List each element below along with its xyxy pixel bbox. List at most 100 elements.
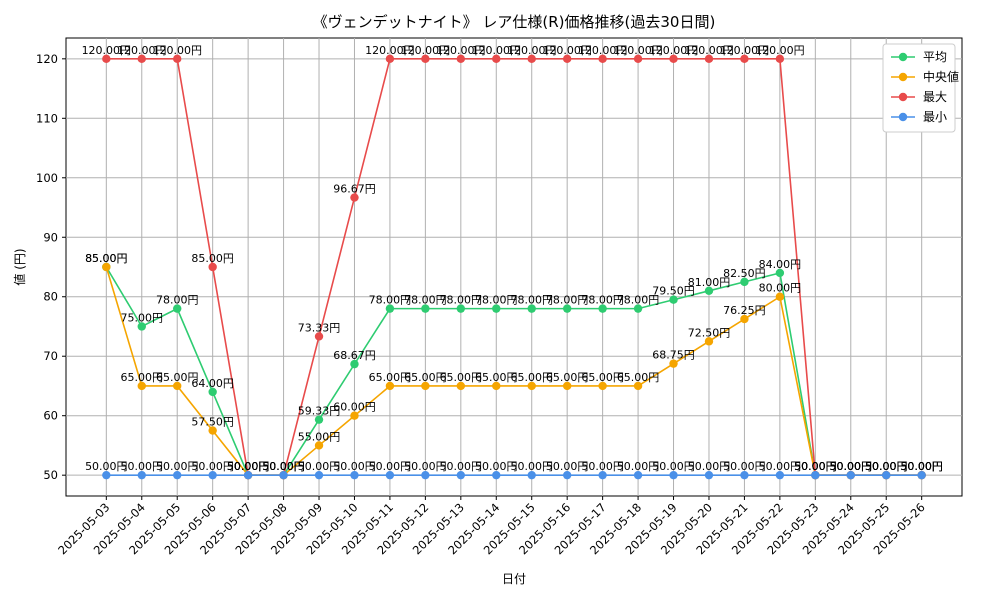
data-label: 50.00円 [723,460,766,473]
legend-item: 最大 [891,90,947,104]
legend-item: 最小 [891,110,947,124]
data-point [598,304,607,313]
data-label: 65.00円 [369,371,412,384]
data-point [137,322,146,331]
data-point [917,470,926,480]
data-label: 85.00円 [191,252,234,265]
data-point [562,304,572,313]
data-point [314,470,324,480]
data-label: 120.00円 [649,44,699,57]
data-label: 78.00円 [156,294,199,307]
legend-item: 平均 [891,50,947,64]
data-point [456,470,466,480]
data-label: 120.00円 [507,44,557,57]
series-2 [102,54,926,480]
data-label: 65.00円 [440,371,483,384]
data-label: 50.00円 [688,460,731,473]
data-label: 120.00円 [117,44,167,57]
data-label: 50.00円 [475,460,518,473]
data-label: 120.00円 [82,44,132,57]
y-tick-label: 50 [43,468,58,482]
data-label: 50.00円 [865,460,908,473]
data-label: 50.00円 [900,460,943,473]
data-label: 50.00円 [156,460,199,473]
legend-marker [898,52,908,62]
data-point [208,262,217,272]
y-tick-label: 60 [43,409,58,423]
data-label: 120.00円 [684,44,734,57]
data-label: 85.00円 [85,252,128,265]
data-point [314,441,324,450]
data-label: 50.00円 [546,460,589,473]
data-label: 68.67円 [333,349,376,362]
data-label: 50.00円 [794,460,837,473]
data-label: 50.00円 [404,460,447,473]
data-point [669,54,678,64]
series-line [106,58,922,476]
data-label: 50.00円 [794,460,837,473]
data-label: 50.00円 [794,460,837,473]
data-point [775,54,785,64]
data-point [173,381,182,391]
data-labels: 85.00円75.00円78.00円64.00円50.00円50.00円59.3… [82,44,943,473]
data-label: 50.00円 [865,460,908,473]
data-point [527,304,536,313]
data-point [456,381,466,391]
data-point [102,262,111,272]
data-point [456,54,466,64]
legend-box [882,43,956,133]
data-label: 82.50円 [723,267,766,280]
data-label: 120.00円 [365,44,415,57]
data-label: 50.00円 [652,460,695,473]
data-label: 78.00円 [546,294,589,307]
data-label: 120.00円 [436,44,486,57]
data-label: 78.00円 [475,294,518,307]
data-point [385,54,395,64]
data-point [704,337,714,346]
data-label: 50.00円 [333,460,376,473]
series-line [105,266,922,476]
data-point [775,268,785,278]
data-point [208,470,217,480]
data-label: 120.00円 [720,44,770,57]
data-label: 50.00円 [900,460,943,473]
chart-title: 《ヴェンデットナイト》 レア仕様(R)価格推移(過去30日間) [313,13,716,31]
data-label: 55.00円 [298,430,341,443]
data-point [208,387,217,397]
data-point [740,470,749,480]
data-point [314,415,324,424]
data-point [492,470,501,480]
data-point [350,359,359,369]
data-label: 120.00円 [578,44,628,57]
data-label: 50.00円 [227,460,270,473]
data-label: 79.50円 [652,285,695,298]
data-label: 65.00円 [510,371,553,384]
data-label: 96.67円 [333,183,376,196]
data-label: 120.00円 [755,44,805,57]
data-point [492,304,501,313]
data-point [633,54,643,64]
data-point [173,54,182,64]
data-point [173,470,182,480]
data-label: 50.00円 [865,460,908,473]
y-tick-label: 120 [36,52,58,66]
data-label: 65.00円 [121,371,164,384]
data-point [562,470,572,480]
data-point [102,54,111,64]
data-point [421,470,430,480]
data-point [350,470,359,480]
data-label: 50.00円 [830,460,873,473]
data-label: 84.00円 [759,258,802,271]
data-label: 85.00円 [85,252,128,265]
data-label: 76.25円 [723,304,766,317]
data-label: 50.00円 [900,460,943,473]
data-point [562,54,572,64]
data-point [243,470,253,480]
data-point [385,304,395,313]
data-label: 50.00円 [794,460,837,473]
data-label: 50.00円 [121,460,164,473]
data-label: 50.00円 [581,460,624,473]
data-point [811,470,820,480]
